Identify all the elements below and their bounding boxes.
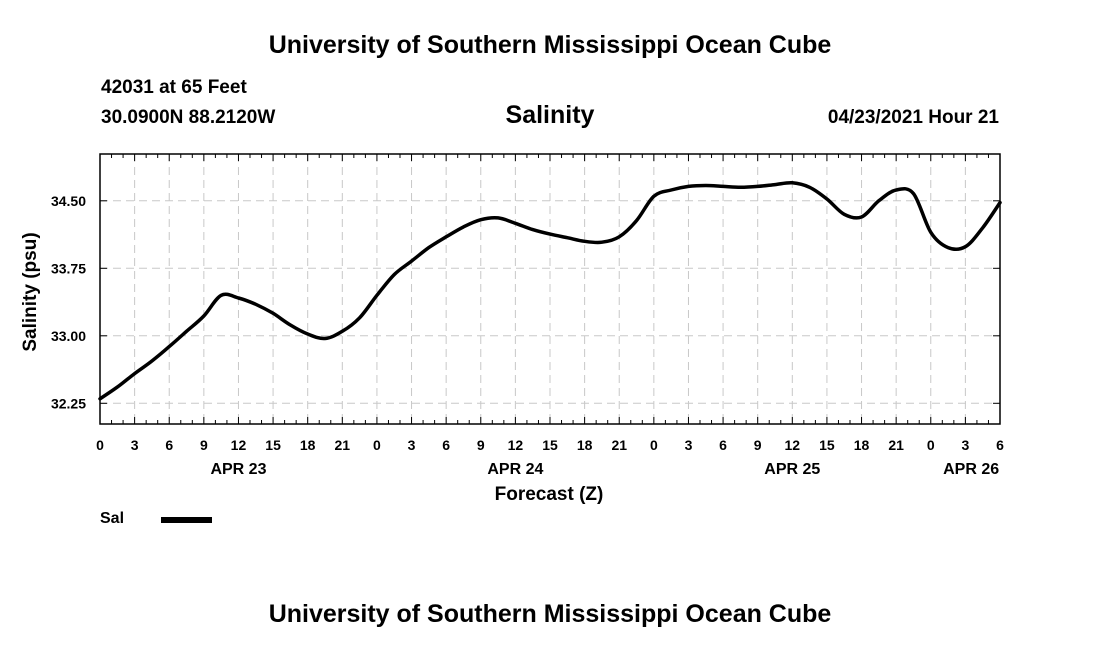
x-day-label: APR 25 — [764, 461, 820, 478]
x-tick-label: 9 — [200, 437, 208, 453]
footer-title: University of Southern Mississippi Ocean… — [268, 600, 832, 628]
x-tick-label: 18 — [577, 437, 593, 453]
y-tick-label: 32.25 — [51, 395, 86, 411]
x-day-label: APR 24 — [487, 461, 543, 478]
station-label: 42031 at 65 Feet — [101, 77, 247, 98]
x-tick-label: 15 — [542, 437, 558, 453]
x-tick-label: 12 — [785, 437, 801, 453]
x-tick-label: 6 — [442, 437, 450, 453]
x-tick-label: 9 — [754, 437, 762, 453]
y-axis-title: Salinity (psu) — [20, 232, 41, 351]
y-tick-label: 33.75 — [51, 260, 86, 276]
datetime-label: 04/23/2021 Hour 21 — [827, 107, 999, 128]
x-tick-label: 6 — [719, 437, 727, 453]
x-tick-label: 9 — [477, 437, 485, 453]
legend-label: Sal — [100, 510, 125, 527]
x-tick-label: 0 — [650, 437, 658, 453]
x-tick-label: 21 — [611, 437, 627, 453]
y-tick-label: 34.50 — [51, 193, 86, 209]
x-tick-label: 0 — [96, 437, 104, 453]
x-tick-label: 15 — [265, 437, 281, 453]
x-tick-label: 21 — [335, 437, 351, 453]
x-tick-label: 0 — [927, 437, 935, 453]
x-tick-label: 6 — [996, 437, 1004, 453]
x-day-label: APR 23 — [210, 461, 266, 478]
x-day-label: APR 26 — [943, 461, 999, 478]
x-tick-label: 3 — [131, 437, 139, 453]
x-tick-label: 12 — [231, 437, 247, 453]
variable-title: Salinity — [505, 101, 595, 129]
x-tick-label: 18 — [854, 437, 870, 453]
x-tick-label: 12 — [508, 437, 524, 453]
page-title: University of Southern Mississippi Ocean… — [268, 31, 832, 59]
x-tick-label: 6 — [165, 437, 173, 453]
x-tick-label: 0 — [373, 437, 381, 453]
x-tick-label: 3 — [961, 437, 969, 453]
series-line-sal — [98, 180, 1002, 401]
legend-line-swatch — [161, 517, 212, 523]
x-tick-label: 21 — [888, 437, 904, 453]
x-tick-label: 15 — [819, 437, 835, 453]
coordinates-label: 30.0900N 88.2120W — [101, 107, 276, 128]
y-tick-label: 33.00 — [51, 328, 86, 344]
x-tick-label: 3 — [685, 437, 693, 453]
x-axis-title: Forecast (Z) — [495, 484, 604, 505]
x-tick-label: 3 — [408, 437, 416, 453]
x-tick-label: 18 — [300, 437, 316, 453]
